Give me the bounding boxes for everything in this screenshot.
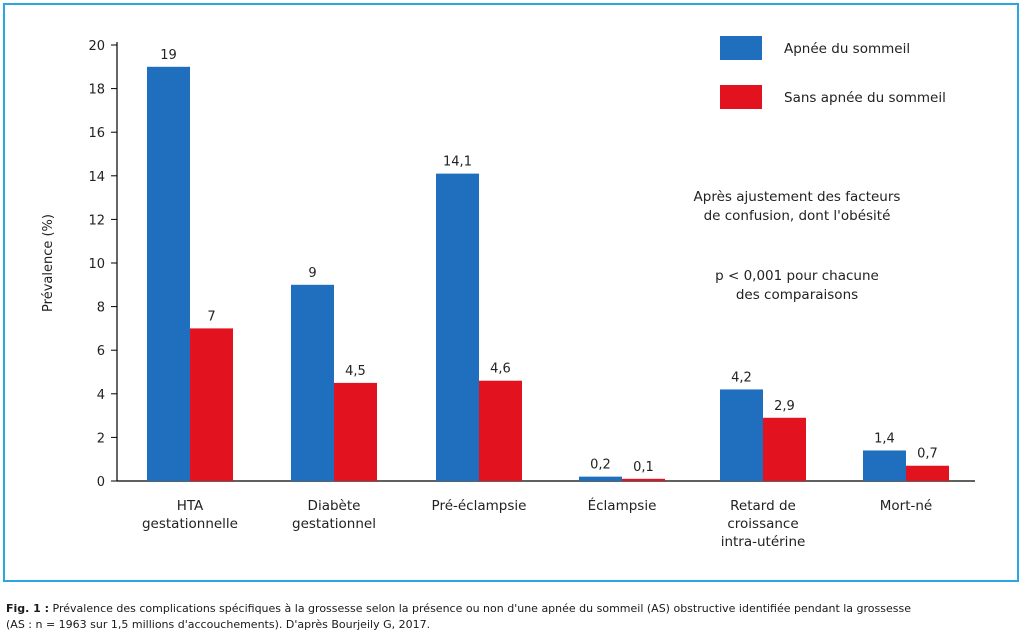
data-label: 4,6 [490, 362, 511, 377]
y-tick-label: 16 [88, 126, 105, 141]
data-label: 0,7 [917, 447, 938, 462]
bar [622, 478, 665, 481]
y-tick-label: 4 [97, 388, 105, 403]
annotation-text: Après ajustement des facteurs [694, 189, 901, 205]
figure-caption: Fig. 1 : Prévalence des complications sp… [6, 601, 1022, 633]
category-label: Mort-né [880, 498, 932, 514]
data-label: 2,9 [774, 399, 795, 414]
data-label: 0,1 [633, 460, 654, 475]
y-tick-label: 20 [88, 39, 105, 54]
y-tick-label: 12 [88, 213, 105, 228]
category-label: gestationnel [292, 516, 376, 532]
data-label: 1,4 [874, 431, 895, 446]
bar [334, 382, 377, 481]
category-label: HTA [177, 498, 204, 514]
category-label: gestationnelle [142, 516, 238, 532]
y-tick-label: 18 [88, 83, 105, 98]
y-tick-label: 8 [97, 301, 105, 316]
data-label: 7 [207, 309, 215, 324]
caption-label: Fig. 1 : [6, 602, 50, 615]
bar [763, 417, 806, 481]
y-tick-label: 10 [88, 257, 105, 272]
bar [147, 66, 190, 482]
legend-swatch [720, 36, 762, 60]
category-label: croissance [727, 516, 798, 532]
y-axis-title: Prévalence (%) [41, 214, 56, 312]
caption-line-2: (AS : n = 1963 sur 1,5 millions d'accouc… [6, 618, 431, 631]
category-label: Pré-éclampsie [432, 498, 527, 514]
bar [863, 450, 906, 481]
data-label: 4,2 [731, 370, 752, 385]
y-tick-label: 6 [97, 344, 105, 359]
bar [291, 284, 334, 481]
bar [190, 328, 233, 481]
annotation-text: p < 0,001 pour chacune [715, 268, 879, 284]
legend-label: Sans apnée du sommeil [784, 90, 946, 106]
annotation-text: des comparaisons [736, 287, 858, 303]
y-tick-label: 0 [97, 475, 105, 490]
bar [579, 476, 622, 481]
data-label: 14,1 [443, 155, 472, 170]
category-label: Diabète [308, 498, 361, 514]
data-label: 0,2 [590, 458, 611, 473]
category-label: Éclampsie [588, 497, 657, 514]
data-label: 4,5 [345, 364, 366, 379]
bar [906, 465, 949, 481]
bar [479, 380, 522, 481]
category-label: intra-utérine [721, 534, 806, 550]
bar [720, 389, 763, 481]
caption-line-1: Prévalence des complications spécifiques… [49, 602, 911, 615]
legend-label: Apnée du sommeil [784, 41, 910, 57]
annotation-text: de confusion, dont l'obésité [704, 208, 891, 224]
bar [436, 173, 479, 481]
y-tick-label: 14 [88, 170, 105, 185]
category-label: Retard de [730, 498, 796, 514]
y-tick-label: 2 [97, 431, 105, 446]
bar-chart: 0 2 4 6 8 10 12 14 16 18 20 Prévalence (%) 19 7 HTA ges… [41, 36, 975, 550]
data-label: 19 [160, 48, 177, 63]
legend-swatch [720, 85, 762, 109]
data-label: 9 [308, 266, 316, 281]
